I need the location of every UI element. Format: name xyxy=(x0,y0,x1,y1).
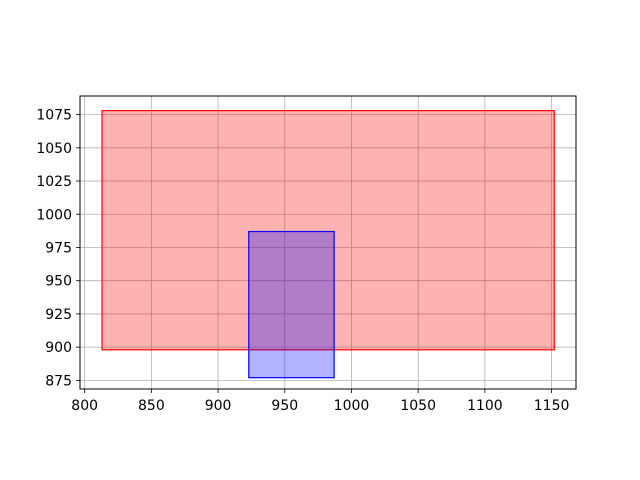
y-tick-label-2: 925 xyxy=(45,307,72,323)
rectangles-layer xyxy=(101,110,555,379)
x-axis-ticks: 800 850 900 950 1000 1050 1100 1150 xyxy=(71,389,569,414)
x-tick-label-4: 1000 xyxy=(334,398,370,414)
x-tick-label-0: 800 xyxy=(71,398,98,414)
y-tick-label-0: 875 xyxy=(45,373,72,389)
y-axis-ticks: 875 900 925 950 975 1000 1025 1050 1075 xyxy=(36,108,80,389)
x-tick-label-6: 1100 xyxy=(467,398,503,414)
y-tick-label-4: 975 xyxy=(45,240,72,256)
rectangle-1 xyxy=(248,230,335,379)
x-tick-label-2: 900 xyxy=(205,398,232,414)
y-tick-label-3: 950 xyxy=(45,274,72,290)
y-tick-label-8: 1075 xyxy=(36,108,72,124)
y-tick-label-6: 1025 xyxy=(36,174,72,190)
x-tick-label-1: 850 xyxy=(138,398,165,414)
axes-frame xyxy=(79,95,577,390)
y-tick-label-5: 1000 xyxy=(36,207,72,223)
x-tick-label-7: 1150 xyxy=(534,398,570,414)
y-tick-label-1: 900 xyxy=(45,340,72,356)
x-tick-label-3: 950 xyxy=(271,398,298,414)
grid-lines xyxy=(80,96,576,389)
x-tick-label-5: 1050 xyxy=(400,398,436,414)
y-tick-label-7: 1050 xyxy=(36,141,72,157)
rectangle-0 xyxy=(101,110,555,351)
